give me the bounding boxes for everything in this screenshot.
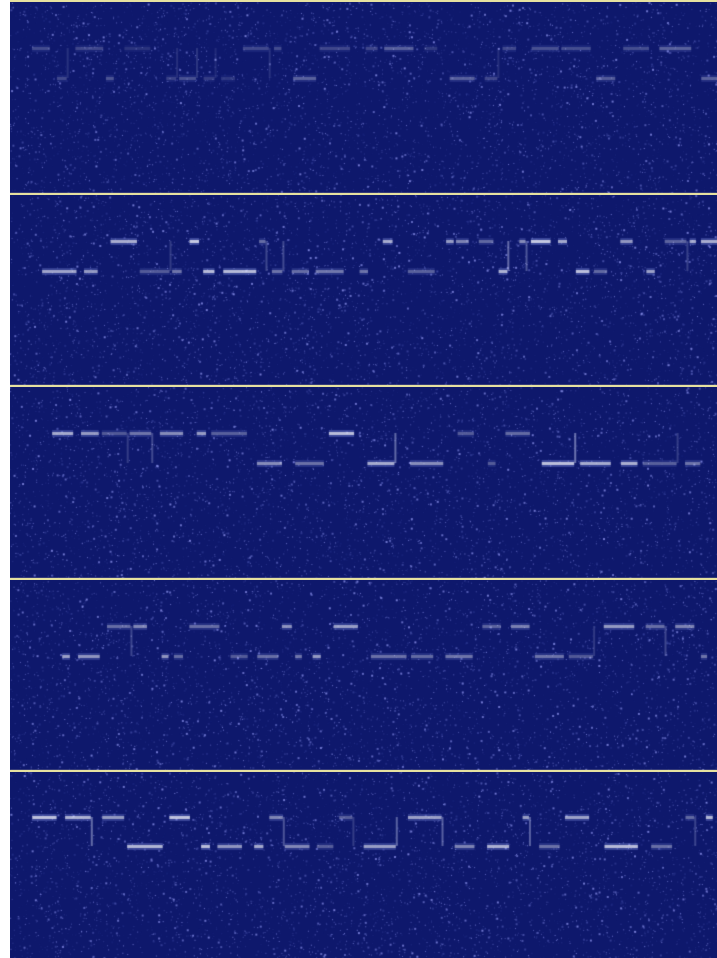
spectrogram-panel-4	[10, 580, 717, 770]
panel-4-canvas	[10, 580, 717, 770]
spectrogram-display	[10, 0, 717, 958]
spectrogram-panel-2	[10, 195, 717, 385]
panel-2-canvas	[10, 195, 717, 385]
panel-divider	[10, 385, 717, 387]
spectrogram-panel-1	[10, 2, 717, 193]
panel-1-canvas	[10, 2, 717, 193]
panel-3-canvas	[10, 387, 717, 578]
spectrogram-panel-3	[10, 387, 717, 578]
panel-divider	[10, 770, 717, 772]
panel-divider	[10, 0, 717, 2]
spectrogram-panel-5	[10, 772, 717, 958]
panel-5-canvas	[10, 772, 717, 958]
panel-divider	[10, 578, 717, 580]
panel-divider	[10, 193, 717, 195]
